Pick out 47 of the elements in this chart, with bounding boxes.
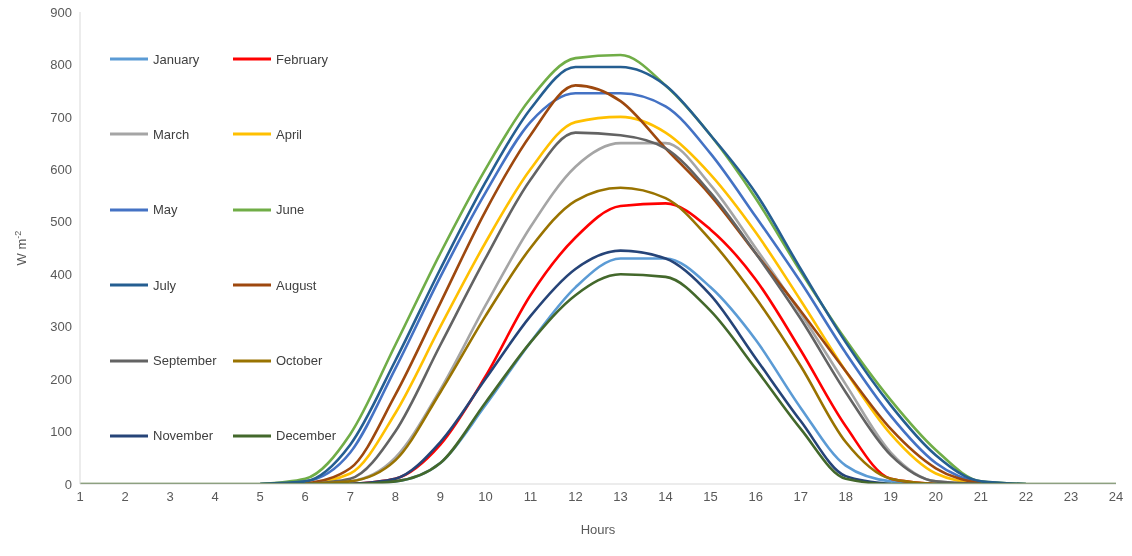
x-tick-label: 2 — [121, 489, 129, 505]
x-tick-label: 9 — [436, 489, 444, 505]
x-tick-label: 21 — [973, 489, 989, 505]
y-tick-label: 700 — [50, 109, 72, 125]
x-tick-label: 13 — [613, 489, 628, 505]
x-tick-label: 11 — [523, 489, 538, 505]
x-tick-label: 8 — [391, 489, 399, 505]
x-tick-label: 20 — [928, 489, 944, 505]
x-tick-label: 14 — [658, 489, 673, 505]
x-tick-label: 4 — [211, 489, 219, 505]
y-tick-label: 500 — [50, 214, 72, 230]
legend-label: August — [276, 277, 317, 293]
y-tick-label: 200 — [50, 371, 72, 387]
x-tick-label: 18 — [838, 489, 853, 505]
y-tick-label: 400 — [50, 266, 72, 282]
legend-label: December — [276, 428, 336, 444]
x-tick-label: 22 — [1018, 489, 1034, 505]
y-tick-label: 600 — [50, 161, 72, 177]
legend-label: January — [153, 51, 200, 67]
x-tick-label: 23 — [1063, 489, 1079, 505]
x-tick-label: 17 — [793, 489, 808, 505]
x-tick-label: 10 — [478, 489, 493, 505]
legend-label: March — [153, 126, 190, 142]
y-tick-label: 100 — [50, 424, 72, 440]
y-tick-label: 900 — [50, 4, 72, 20]
y-tick-label: 0 — [64, 476, 72, 492]
x-tick-label: 5 — [256, 489, 264, 505]
legend-label: April — [276, 126, 303, 142]
x-tick-label: 3 — [166, 489, 174, 505]
x-tick-label: 16 — [748, 489, 763, 505]
legend-label: November — [153, 428, 213, 444]
y-tick-label: 300 — [50, 319, 72, 335]
legend-label: May — [153, 202, 178, 218]
x-tick-label: 12 — [568, 489, 583, 505]
x-tick-label: 24 — [1108, 489, 1124, 505]
y-tick-label: 800 — [50, 57, 72, 73]
x-tick-label: 7 — [346, 489, 354, 505]
legend-label: July — [153, 277, 177, 293]
legend-label: October — [276, 353, 323, 369]
x-tick-label: 19 — [883, 489, 899, 505]
x-tick-label: 6 — [301, 489, 309, 505]
x-tick-label: 1 — [76, 489, 84, 505]
x-axis-title: Hours — [580, 522, 616, 537]
legend-label: February — [276, 51, 329, 67]
legend-label: September — [153, 353, 217, 369]
legend-label: June — [276, 202, 305, 218]
x-tick-label: 15 — [703, 489, 718, 505]
